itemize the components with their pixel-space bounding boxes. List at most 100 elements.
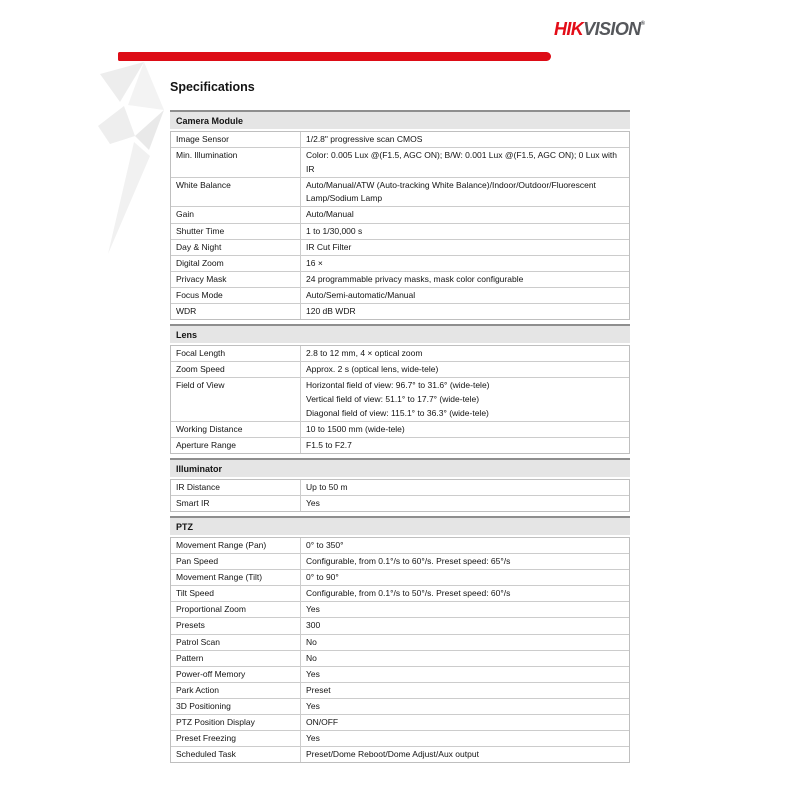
red-divider-bar (118, 52, 551, 61)
spec-value-cell: 2.8 to 12 mm, 4 × optical zoom (306, 348, 423, 359)
spec-label-cell: Image Sensor (171, 132, 301, 148)
spec-label-cell: Privacy Mask (171, 271, 301, 287)
spec-row: Movement Range (Tilt) 0° to 90° (171, 569, 629, 586)
spec-row: Min. Illumination Color: 0.005 Lux @(F1.5… (171, 147, 629, 177)
spec-label-cell: Digital Zoom (171, 255, 301, 271)
spec-value-cell: ON/OFF (306, 717, 339, 727)
spec-row: Pan Speed Configurable, from 0.1°/s to 60… (171, 553, 629, 570)
spec-label-cell: White Balance (171, 177, 301, 207)
spec-label-cell: Focus Mode (171, 287, 301, 304)
spec-value-cell: No (306, 652, 317, 663)
spec-row: Digital Zoom 16 × (171, 254, 629, 271)
spec-row: Scheduled Task Preset/Dome Reboot/Dome Ad… (171, 746, 629, 763)
spec-label-cell: Patrol Scan (171, 634, 301, 650)
spec-row: 3D Positioning Yes (171, 697, 629, 714)
spec-value-cell: No (306, 636, 317, 647)
spec-row: Day & Night IR Cut Filter (171, 238, 629, 255)
spec-value-cell: Approx. 2 s (optical lens, wide-tele) (306, 364, 439, 375)
spec-value-cell: Auto/Semi-automatic/Manual (306, 289, 416, 300)
spec-value-cell: 0° to 350° (306, 539, 344, 550)
spec-row: Power-off Memory Yes (171, 665, 629, 682)
spec-row: Presets 300 (171, 617, 629, 634)
spec-label-cell: Day & Night (171, 239, 301, 255)
section-rows: Focal Length 2.8 to 12 mm, 4 × optical zo… (170, 345, 630, 454)
spec-label-cell: PTZ Position Display (171, 715, 301, 731)
spec-label-cell: Field of View (171, 378, 301, 421)
spec-label-cell: Park Action (171, 682, 301, 698)
spec-value-cell: Color: 0.005 Lux @(F1.5, AGC ON); B/W: 0… (306, 150, 617, 174)
spec-label-cell: Focal Length (171, 346, 301, 362)
logo-hik-text: HIK (554, 19, 584, 39)
spec-value-cell: 16 × (306, 257, 323, 268)
spec-label-cell: Preset Freezing (171, 731, 301, 747)
page-title: Specifications (170, 80, 255, 94)
spec-row: PTZ Position Display ON/OFF (171, 714, 629, 731)
spec-value-cell: F1.5 to F2.7 (306, 439, 352, 450)
spec-label-cell: Aperture Range (171, 437, 301, 453)
spec-label-cell: Pattern (171, 650, 301, 666)
spec-row: Movement Range (Pan) 0° to 350° (171, 537, 629, 554)
spec-label-cell: Tilt Speed (171, 586, 301, 602)
spec-value-cell: Yes (306, 668, 320, 679)
spec-label-cell: Proportional Zoom (171, 602, 301, 618)
spec-value-cell: Preset (306, 684, 331, 695)
logo-vision-text: VISION (583, 19, 641, 39)
hikvision-logo: HIKVISION® (554, 19, 645, 40)
spec-row: Proportional Zoom Yes (171, 601, 629, 618)
section-header: PTZ (170, 515, 630, 535)
spec-row: Smart IR Yes (171, 494, 629, 511)
spec-value-cell: Configurable, from 0.1°/s to 60°/s. Pres… (306, 556, 511, 567)
spec-value-cell: Configurable, from 0.1°/s to 50°/s. Pres… (306, 588, 511, 599)
watermark-star-graphic (98, 62, 164, 254)
spec-value-cell: 300 (306, 620, 321, 631)
spec-value-cell: 120 dB WDR (306, 306, 356, 317)
spec-value-cell: Yes (306, 700, 320, 711)
spec-label-cell: Shutter Time (171, 223, 301, 239)
spec-row: Field of View Horizontal field of view: 9… (171, 377, 629, 421)
spec-value-cell: IR Cut Filter (306, 241, 352, 252)
spec-row: Park Action Preset (171, 681, 629, 698)
spec-label-cell: Power-off Memory (171, 666, 301, 682)
spec-label-cell: IR Distance (171, 479, 301, 495)
spec-row: Privacy Mask 24 programmable privacy mask… (171, 270, 629, 287)
spec-row: White Balance Auto/Manual/ATW (Auto-track… (171, 176, 629, 207)
spec-label-cell: Movement Range (Pan) (171, 537, 301, 554)
spec-label-cell: Movement Range (Tilt) (171, 570, 301, 586)
spec-row: Focal Length 2.8 to 12 mm, 4 × optical zo… (171, 346, 629, 362)
spec-table: Camera Module Image Sensor 1/2.8" progress… (170, 110, 630, 764)
spec-value-cell: Yes (306, 604, 320, 615)
section-rows: IR Distance Up to 50 m Smart IR Yes (170, 478, 630, 512)
spec-value-cell: Preset/Dome Reboot/Dome Adjust/Aux outpu… (306, 749, 479, 760)
spec-value-cell: 24 programmable privacy masks, mask colo… (306, 273, 524, 284)
spec-row: Working Distance 10 to 1500 mm (wide-tele… (171, 420, 629, 437)
spec-value-cell: Yes (306, 497, 320, 508)
spec-value-cell: 1/2.8" progressive scan CMOS (306, 134, 423, 144)
spec-row: Tilt Speed Configurable, from 0.1°/s to 5… (171, 585, 629, 602)
spec-row: Zoom Speed Approx. 2 s (optical lens, wid… (171, 361, 629, 378)
spec-label-cell: Smart IR (171, 495, 301, 511)
spec-label-cell: Zoom Speed (171, 362, 301, 378)
spec-row: Aperture Range F1.5 to F2.7 (171, 436, 629, 453)
spec-row: Shutter Time 1 to 1/30,000 s (171, 222, 629, 239)
section-rows: Image Sensor 1/2.8" progressive scan CMOS… (170, 131, 630, 321)
spec-label-cell: 3D Positioning (171, 698, 301, 714)
spec-row: Image Sensor 1/2.8" progressive scan CMOS (171, 132, 629, 148)
spec-label-cell: Pan Speed (171, 554, 301, 570)
spec-value-cell: Horizontal field of view: 96.7° to 31.6°… (306, 380, 490, 418)
section-header: Camera Module (170, 110, 630, 129)
section-header: Lens (170, 324, 630, 344)
spec-row: IR Distance Up to 50 m (171, 479, 629, 495)
section-header: Illuminator (170, 457, 630, 477)
spec-row: Pattern No (171, 649, 629, 666)
spec-value-cell: Auto/Manual (306, 209, 354, 220)
spec-value-cell: 10 to 1500 mm (wide-tele) (306, 423, 405, 434)
spec-value-cell: 0° to 90° (306, 572, 339, 583)
spec-label-cell: Scheduled Task (171, 747, 301, 763)
spec-value-cell: Up to 50 m (306, 481, 348, 492)
spec-row: Preset Freezing Yes (171, 730, 629, 747)
spec-label-cell: Working Distance (171, 421, 301, 437)
spec-row: WDR 120 dB WDR (171, 303, 629, 320)
section-rows: Movement Range (Pan) 0° to 350° Pan Speed C… (170, 536, 630, 764)
spec-value-cell: Yes (306, 733, 320, 744)
